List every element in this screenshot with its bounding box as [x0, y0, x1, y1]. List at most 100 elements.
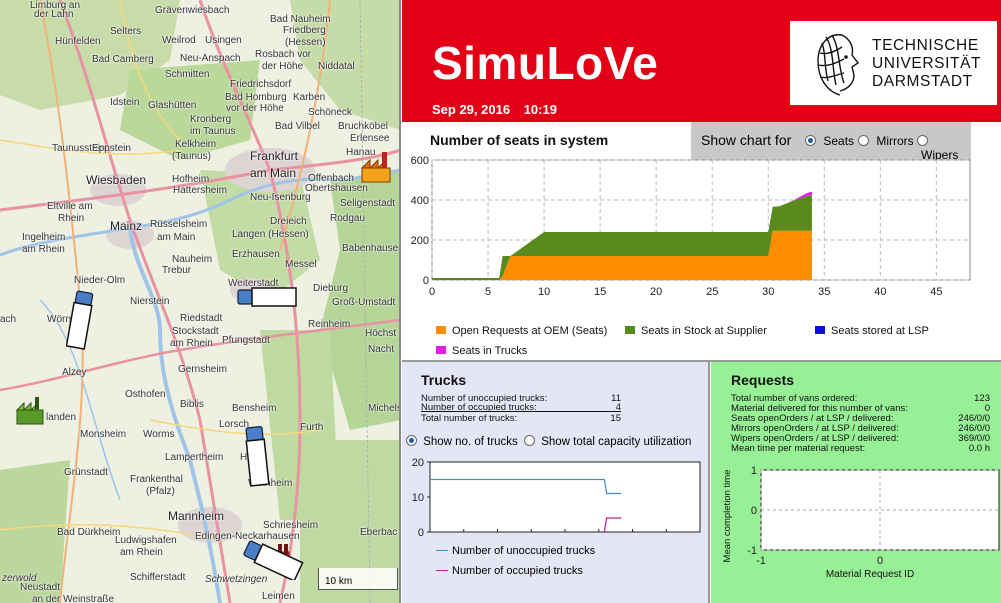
map-town-label: Erlensee	[350, 133, 390, 144]
x-tick-label: 20	[650, 286, 662, 298]
radio-mirrors[interactable]: Mirrors	[858, 134, 914, 148]
x-tick-label: 0	[877, 555, 883, 567]
x-tick-label: 15	[594, 286, 606, 298]
stat-value: 246/0/0	[958, 423, 990, 434]
map-town-label: Usingen	[205, 35, 242, 46]
truck-icon[interactable]	[66, 290, 96, 352]
trucks-title: Trucks	[421, 372, 467, 388]
map-town-label: der Höhe	[262, 61, 304, 72]
radio-button-icon[interactable]	[858, 135, 869, 146]
stat-value: 0.0 h	[968, 443, 990, 454]
truck-icon[interactable]	[240, 540, 306, 580]
y-tick-label: 20	[412, 457, 424, 469]
map-town-label: Rüsselsheim	[150, 219, 208, 230]
radio-label: Show no. of trucks	[423, 436, 518, 448]
legend-line	[436, 570, 448, 571]
radio-label: Seats	[823, 134, 855, 148]
map-town-label: Lorsch	[219, 419, 250, 430]
map-town-label: Taunusstein	[52, 143, 106, 154]
map-town-label: Nauheim	[172, 254, 213, 265]
radio-wipers[interactable]: Wipers	[917, 134, 971, 162]
map-town-label: Eppstein	[92, 143, 131, 154]
map-town-label: Stockstadt	[172, 326, 219, 337]
x-tick-label: 5	[485, 286, 491, 298]
stat-label: Total number of vans ordered:	[731, 393, 858, 404]
map-town-label: Nacht	[368, 344, 395, 355]
map-town-label: Ludwigshafen	[115, 535, 177, 546]
radio-show-trucks[interactable]: Show no. of trucks	[406, 435, 518, 448]
map-town-label: Rhein	[58, 213, 85, 224]
line-series	[603, 517, 622, 533]
legend-label: Open Requests at OEM (Seats)	[452, 325, 608, 337]
map-town-label: Frankenthal	[130, 474, 183, 485]
map-town-label: Nierstein	[130, 296, 170, 307]
trucks-panel: Trucks Number of unoccupied trucks: 11 N…	[402, 362, 710, 603]
map-town-label: Lampertheim	[165, 452, 224, 463]
plot-frame	[429, 461, 701, 533]
tu-darmstadt-text: TECHNISCHE UNIVERSITÄT DARMSTADT	[872, 37, 981, 91]
stat-label: Seats openOrders / at LSP / delivered:	[731, 413, 894, 424]
legend-label: Number of unoccupied trucks	[452, 545, 596, 557]
map-town-label: Kelkheim	[175, 139, 217, 150]
map-town-label: Bad Dürkheim	[57, 527, 121, 538]
legend-stored-lsp: Seats stored at LSP	[815, 325, 929, 337]
radio-button-icon[interactable]	[406, 435, 417, 446]
map-town-label: Obertshausen	[305, 183, 368, 194]
map-town-label: am Rhein	[120, 547, 163, 558]
map-town-label: Seligenstadt	[340, 198, 396, 209]
chart-selector: Show chart for Seats Mirrors Wipers	[691, 122, 971, 162]
map-town-label: Neu-Anspach	[180, 53, 241, 64]
legend-swatch	[815, 326, 825, 334]
x-tick-label: 25	[706, 286, 718, 298]
area-series	[432, 195, 812, 280]
radio-label: Mirrors	[876, 134, 914, 148]
app-title: SimuLoVe	[432, 37, 659, 89]
legend-swatch	[625, 326, 635, 334]
map-town-label: am Main	[157, 232, 196, 243]
stat-value: 123	[974, 393, 990, 404]
seats-chart-panel: Number of seats in system Show chart for…	[402, 122, 1001, 362]
radio-show-capacity[interactable]: Show total capacity utilization	[524, 435, 691, 448]
map-town-label: Babenhausen	[342, 243, 401, 254]
map-town-label: Hofheim	[172, 174, 210, 185]
map-town-label: Grävenwiesbach	[155, 5, 230, 16]
radio-button-icon[interactable]	[524, 435, 535, 446]
map-town-label: Schwetzingen	[205, 574, 268, 585]
legend-occupied: Number of occupied trucks	[436, 565, 583, 577]
map-town-label: (Taunus)	[172, 151, 211, 162]
map-town-label: Biblis	[180, 399, 204, 410]
map-view[interactable]: Limburg an der Lahn Grävenwiesbach Bad N…	[0, 0, 401, 603]
map-town-label: ach	[0, 314, 17, 325]
stat-occupied-value: 4	[615, 402, 621, 413]
map-town-label: Glashütten	[148, 100, 197, 111]
y-tick-label: 0	[751, 505, 757, 517]
truck-icon[interactable]	[243, 425, 273, 489]
map-town-label: am Rhein	[22, 244, 65, 255]
map-town-label: Bad Vilbel	[275, 121, 320, 132]
map-town-label: (Pfalz)	[146, 486, 175, 497]
map-town-label: Bensheim	[232, 403, 277, 414]
radio-button-icon[interactable]	[917, 135, 928, 146]
oem-factory-icon[interactable]	[360, 150, 394, 186]
map-town-label: Neustadt	[20, 582, 61, 593]
stat-label: Material delivered for this number of va…	[731, 403, 908, 414]
map-town-label: Schöneck	[308, 107, 352, 118]
map-town-label: Hattersheim	[173, 185, 227, 196]
map-town-label: Hanau	[346, 147, 376, 158]
stat-label: Mean time per material request:	[731, 443, 866, 454]
truck-icon[interactable]	[236, 284, 300, 310]
stat-value: 369/0/0	[958, 433, 990, 444]
area-series	[432, 230, 812, 280]
map-region-label: zerwold	[2, 573, 37, 584]
map-town-label: Reinheim	[308, 319, 351, 330]
y-tick-label: -1	[747, 545, 757, 557]
map-town-label: Dreieich	[270, 216, 307, 227]
supplier-factory-icon[interactable]	[14, 396, 48, 428]
radio-button-icon[interactable]	[805, 135, 816, 146]
y-tick-label: 200	[411, 235, 429, 247]
chart-title: Number of seats in system	[430, 132, 609, 148]
chart-for-label: Show chart for	[701, 132, 792, 148]
app-header: SimuLoVe Sep 29, 2016 10:19 TECHNISCHE U…	[402, 0, 1001, 122]
y-tick-label: 0	[418, 527, 424, 539]
radio-seats[interactable]: Seats	[805, 134, 854, 148]
